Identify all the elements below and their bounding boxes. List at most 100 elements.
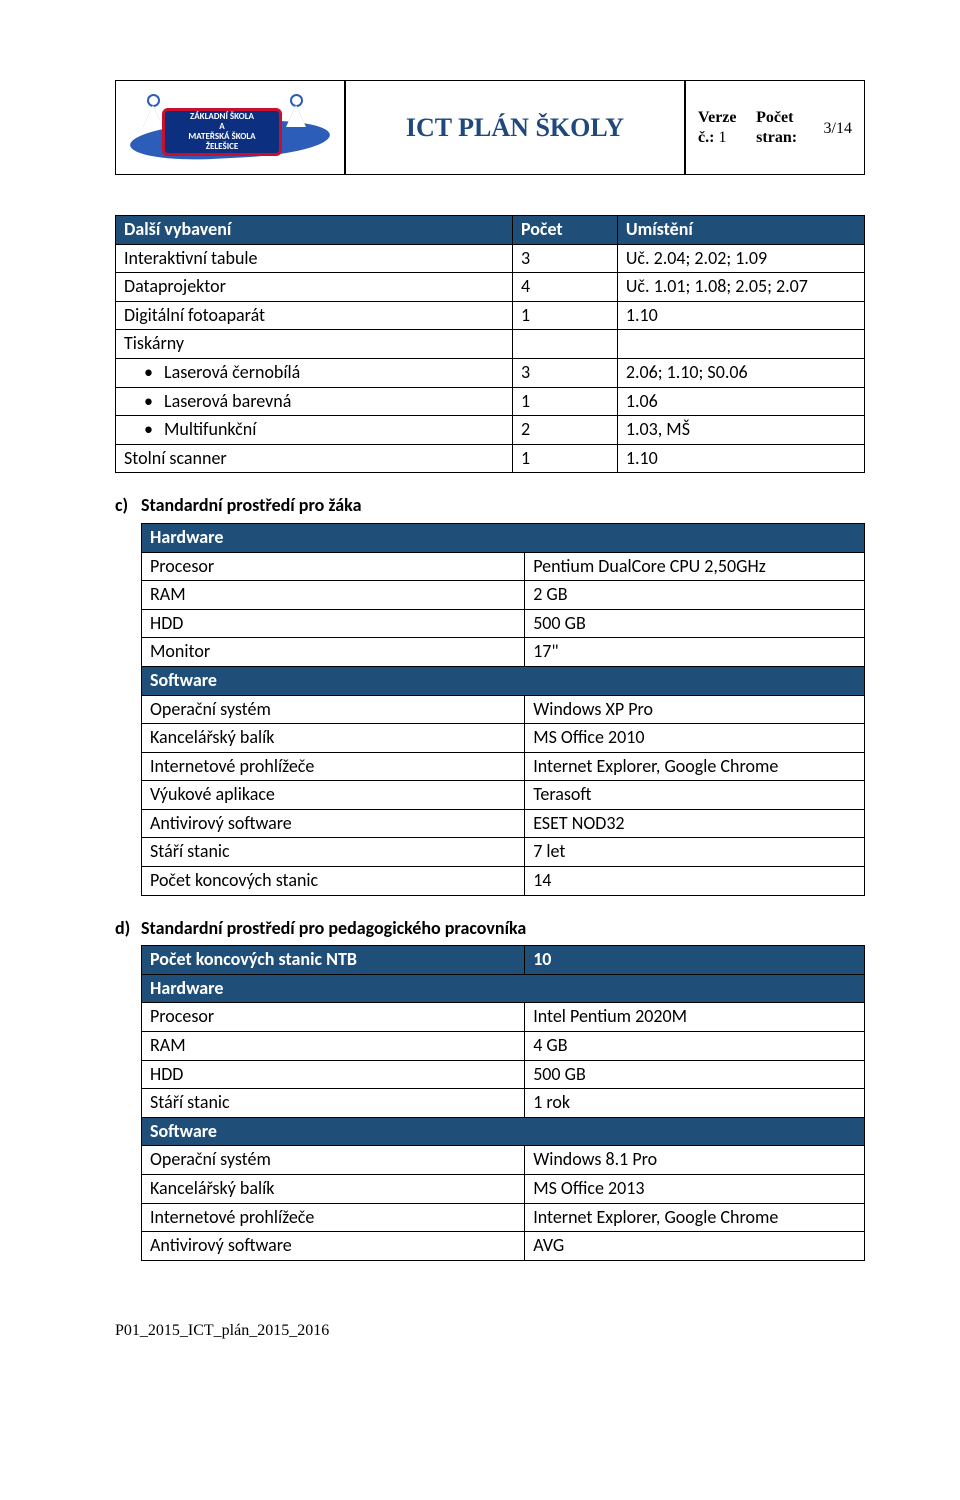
software-label: Software (142, 1117, 865, 1146)
student-env-table: Hardware ProcesorPentium DualCore CPU 2,… (141, 523, 865, 896)
table-row: Stáří stanic1 rok (142, 1089, 865, 1118)
equipment-count: 3 (512, 358, 617, 387)
property-value: 1 rok (525, 1089, 865, 1118)
property-name: Procesor (142, 552, 525, 581)
table-row: Kancelářský balíkMS Office 2013 (142, 1175, 865, 1204)
property-value: 4 GB (525, 1032, 865, 1061)
table-row: ProcesorIntel Pentium 2020M (142, 1003, 865, 1032)
table-row: HDD500 GB (142, 1060, 865, 1089)
table-row: Operační systémWindows XP Pro (142, 695, 865, 724)
table-row: Operační systémWindows 8.1 Pro (142, 1146, 865, 1175)
property-name: HDD (142, 609, 525, 638)
property-name: Internetové prohlížeče (142, 752, 525, 781)
property-name: Monitor (142, 638, 525, 667)
doc-header: ZÁKLADNÍ ŠKOLA A MATEŘSKÁ ŠKOLA ŽELEŠICE… (115, 80, 865, 175)
table-row: Kancelářský balíkMS Office 2010 (142, 724, 865, 753)
doc-meta: Verze č.: 1 Počet stran: 3/14 (685, 80, 865, 175)
section-letter: c) (115, 495, 141, 517)
property-name: Operační systém (142, 1146, 525, 1175)
meta-stran-label: Počet stran: (756, 108, 823, 146)
section-title: Standardní prostředí pro žáka (141, 494, 362, 516)
col-header: Další vybavení (116, 216, 513, 245)
equipment-count: 1 (512, 444, 617, 473)
meta-page-number: 3/14 (824, 119, 852, 138)
property-name: RAM (142, 581, 525, 610)
table-row: Digitální fotoaparát11.10 (116, 301, 865, 330)
equipment-name: Multifunkční (116, 416, 513, 445)
table-row: Výukové aplikaceTerasoft (142, 781, 865, 810)
property-name: Stáří stanic (142, 1089, 525, 1118)
table-row: Antivirový softwareAVG (142, 1232, 865, 1261)
property-value: Windows 8.1 Pro (525, 1146, 865, 1175)
logo-line: ŽELEŠICE (165, 142, 279, 152)
table-row: HDD500 GB (142, 609, 865, 638)
property-value: MS Office 2010 (525, 724, 865, 753)
col-header: Počet (512, 216, 617, 245)
table-row: RAM4 GB (142, 1032, 865, 1061)
equipment-count: 2 (512, 416, 617, 445)
property-value: Internet Explorer, Google Chrome (525, 752, 865, 781)
equipment-name: Laserová černobílá (116, 358, 513, 387)
equipment-location: 1.10 (617, 444, 864, 473)
col-header: Umístění (617, 216, 864, 245)
section-c-heading: c)Standardní prostředí pro žáka (115, 495, 865, 517)
section-title: Standardní prostředí pro pedagogického p… (141, 917, 526, 939)
equipment-location: Uč. 1.01; 1.08; 2.05; 2.07 (617, 273, 864, 302)
property-value: ESET NOD32 (525, 809, 865, 838)
hardware-label: Hardware (142, 974, 865, 1003)
section-d-heading: d)Standardní prostředí pro pedagogického… (115, 918, 865, 940)
table-row: Stáří stanic7 let (142, 838, 865, 867)
property-value: 14 (525, 867, 865, 896)
table-row: ProcesorPentium DualCore CPU 2,50GHz (142, 552, 865, 581)
property-value: Internet Explorer, Google Chrome (525, 1203, 865, 1232)
equipment-location (617, 330, 864, 359)
table-row: RAM2 GB (142, 581, 865, 610)
equipment-count: 1 (512, 301, 617, 330)
table-row: Stolní scanner11.10 (116, 444, 865, 473)
equipment-name: Digitální fotoaparát (116, 301, 513, 330)
table-row: Laserová černobílá32.06; 1.10; S0.06 (116, 358, 865, 387)
equipment-name: Laserová barevná (116, 387, 513, 416)
property-value: 2 GB (525, 581, 865, 610)
property-name: RAM (142, 1032, 525, 1061)
table-row: Interaktivní tabule3Uč. 2.04; 2.02; 1.09 (116, 244, 865, 273)
property-name: Antivirový software (142, 809, 525, 838)
equipment-location: 1.03, MŠ (617, 416, 864, 445)
table-row: Internetové prohlížečeInternet Explorer,… (142, 752, 865, 781)
property-name: Výukové aplikace (142, 781, 525, 810)
property-name: Kancelářský balík (142, 1175, 525, 1204)
property-name: Operační systém (142, 695, 525, 724)
property-value: AVG (525, 1232, 865, 1261)
property-value: 500 GB (525, 609, 865, 638)
equipment-count: 3 (512, 244, 617, 273)
property-value: 7 let (525, 838, 865, 867)
table-row: Tiskárny (116, 330, 865, 359)
logo-cell: ZÁKLADNÍ ŠKOLA A MATEŘSKÁ ŠKOLA ŽELEŠICE (115, 80, 345, 175)
equipment-location: 1.10 (617, 301, 864, 330)
ntb-count-label: Počet koncových stanic NTB (142, 946, 525, 975)
equipment-name: Stolní scanner (116, 444, 513, 473)
meta-verze-value: 1 (718, 129, 726, 146)
equipment-count: 4 (512, 273, 617, 302)
property-value: Windows XP Pro (525, 695, 865, 724)
property-value: MS Office 2013 (525, 1175, 865, 1204)
property-name: Procesor (142, 1003, 525, 1032)
table-row: Monitor17" (142, 638, 865, 667)
property-value: Terasoft (525, 781, 865, 810)
equipment-name: Tiskárny (116, 330, 513, 359)
property-value: Intel Pentium 2020M (525, 1003, 865, 1032)
equipment-location: Uč. 2.04; 2.02; 1.09 (617, 244, 864, 273)
school-logo: ZÁKLADNÍ ŠKOLA A MATEŘSKÁ ŠKOLA ŽELEŠICE (130, 90, 330, 165)
property-name: Kancelářský balík (142, 724, 525, 753)
section-letter: d) (115, 918, 141, 940)
table-row: Antivirový softwareESET NOD32 (142, 809, 865, 838)
equipment-name: Interaktivní tabule (116, 244, 513, 273)
doc-title: ICT PLÁN ŠKOLY (345, 80, 685, 175)
table-row: Multifunkční21.03, MŠ (116, 416, 865, 445)
table-row: Počet koncových stanic14 (142, 867, 865, 896)
equipment-count (512, 330, 617, 359)
property-name: Internetové prohlížeče (142, 1203, 525, 1232)
table-row: Internetové prohlížečeInternet Explorer,… (142, 1203, 865, 1232)
hardware-label: Hardware (142, 523, 865, 552)
ntb-count-value: 10 (525, 946, 865, 975)
